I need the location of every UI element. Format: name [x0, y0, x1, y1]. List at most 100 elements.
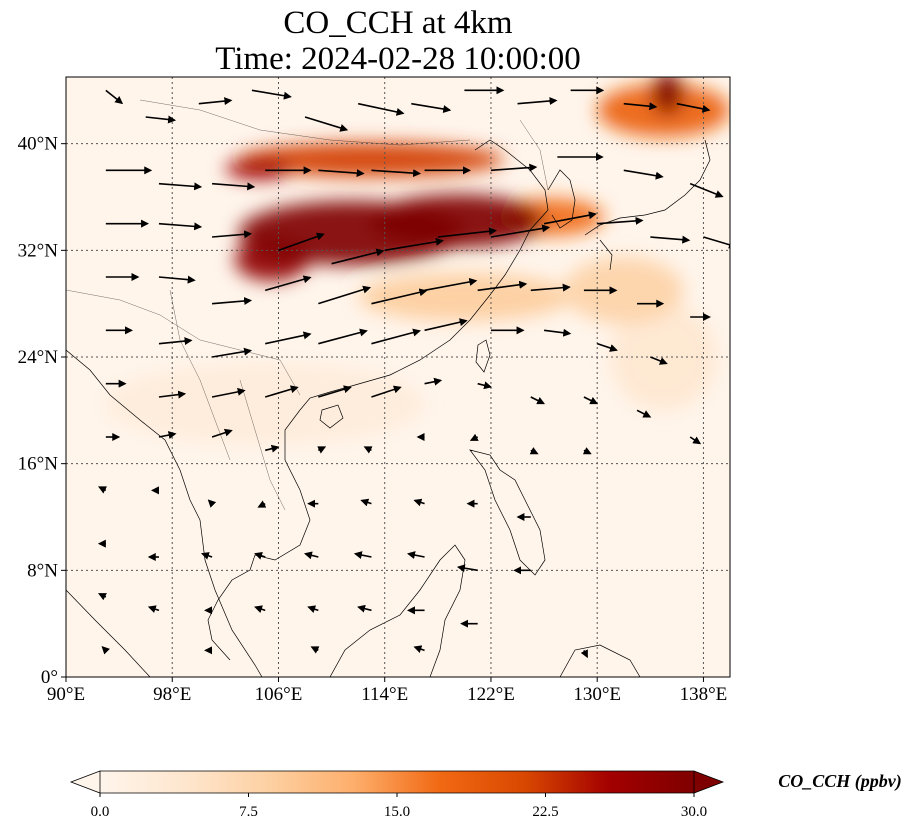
wind-arrow — [530, 283, 571, 292]
wind-arrow — [424, 377, 443, 386]
colorbar-tick-label: 22.5 — [532, 804, 558, 820]
wind-arrow — [583, 396, 599, 405]
wind-arrow — [456, 564, 478, 573]
wind-arrow — [469, 433, 479, 441]
field-blob-10 — [371, 194, 545, 248]
wind-arrow — [582, 447, 592, 455]
wind-arrow — [357, 604, 372, 613]
wind-arrow — [331, 248, 385, 265]
field-blob-7 — [225, 158, 292, 180]
wind-arrow — [424, 277, 478, 292]
lon-tick-label: 122°E — [467, 684, 515, 705]
wind-arrow — [413, 498, 425, 507]
wind-arrow — [490, 163, 538, 172]
map-title: CO_CCH at 4km — [283, 5, 513, 41]
map-subtitle-time: Time: 2024-02-28 10:00:00 — [215, 41, 581, 77]
wind-arrow — [371, 288, 428, 305]
wind-arrow — [490, 224, 551, 238]
borneo-coast — [329, 544, 466, 677]
wind-arrow — [477, 381, 493, 390]
taiwan-island — [475, 339, 491, 373]
korea-peninsula — [547, 169, 576, 229]
wind-arrow — [517, 97, 558, 105]
wind-arrow — [158, 222, 203, 231]
sumatra-coast — [66, 589, 151, 677]
lat-tick-label: 0° — [41, 667, 58, 688]
wind-arrow — [318, 285, 372, 305]
lat-tick-label: 8°N — [27, 560, 58, 581]
wind-arrow — [371, 328, 421, 345]
wind-arrow — [211, 387, 246, 398]
new-guinea-coast — [559, 644, 641, 677]
wind-arrow — [623, 169, 664, 180]
wind-arrow — [543, 328, 572, 337]
field-blob-2 — [564, 257, 684, 324]
wind-arrow — [406, 551, 425, 559]
concentration-field — [105, 77, 730, 444]
wind-arrow — [318, 385, 352, 398]
wind-arrow — [254, 552, 266, 560]
wind-arrow — [318, 169, 365, 178]
map-frame — [65, 76, 731, 678]
wind-arrow — [580, 649, 588, 659]
wind-arrow — [101, 646, 110, 655]
wind-arrow — [623, 102, 658, 111]
wind-arrow — [411, 102, 452, 113]
wind-arrow — [529, 447, 539, 455]
wind-arrow — [212, 182, 256, 191]
wind-arrow — [363, 446, 373, 454]
wind-arrow — [254, 605, 266, 613]
wind-arrow — [304, 116, 349, 132]
colorbar-label: CO_CCH (ppbv) — [778, 771, 902, 792]
lat-tick-label: 24°N — [18, 347, 59, 368]
wind-arrow — [371, 169, 422, 178]
wind-arrow — [278, 232, 325, 252]
wind-arrow — [596, 342, 618, 352]
lat-tick-label: 40°N — [18, 134, 59, 155]
wind-arrow — [212, 297, 253, 305]
colorbar-max-extend — [693, 770, 725, 794]
field-blob-11 — [651, 77, 684, 115]
wind-arrow — [689, 182, 724, 198]
wind-arrow — [353, 551, 372, 559]
colorbar-ticks: 0.0 7.5 15.0 22.5 30.0 — [91, 793, 707, 820]
colorbar-gradient — [100, 771, 694, 793]
wind-arrow — [371, 385, 402, 398]
wind-arrow — [198, 97, 233, 106]
wind-arrow — [437, 227, 498, 238]
longitude-ticks: 90°E 98°E 106°E 114°E 122°E 130°E 138°E — [47, 677, 727, 705]
lat-tick-label: 32°N — [18, 240, 59, 261]
lon-tick-label: 138°E — [680, 684, 728, 705]
wind-arrow — [211, 347, 253, 358]
wind-arrow — [207, 499, 217, 508]
wind-arrow — [265, 331, 312, 345]
philippines — [469, 449, 546, 576]
lon-tick-label: 114°E — [361, 684, 408, 705]
gridlines — [66, 77, 730, 677]
wind-arrow — [703, 236, 730, 249]
wind-arrow — [265, 444, 280, 453]
wind-vectors — [97, 86, 730, 659]
wind-arrow — [318, 328, 368, 345]
wind-arrow — [689, 436, 702, 445]
wind-arrow — [650, 235, 691, 244]
wind-arrow — [413, 645, 425, 653]
wind-arrow — [530, 396, 546, 405]
wind-arrow — [303, 551, 319, 560]
wind-arrow — [310, 646, 320, 654]
hainan-island — [319, 404, 344, 429]
coastlines — [66, 139, 711, 677]
wind-arrow — [145, 115, 177, 124]
wind-arrow — [98, 593, 107, 601]
wind-arrow — [251, 89, 292, 100]
wind-arrow — [264, 385, 299, 398]
wind-arrow — [424, 318, 468, 332]
wind-arrow — [384, 237, 444, 252]
field-blob-3 — [358, 273, 571, 321]
wind-arrow — [360, 498, 372, 507]
lon-tick-label: 130°E — [573, 684, 621, 705]
wind-arrow — [200, 552, 213, 560]
wind-arrow — [158, 275, 196, 284]
latitude-ticks: 0° 8°N 16°N 24°N 32°N 40°N — [18, 134, 66, 688]
